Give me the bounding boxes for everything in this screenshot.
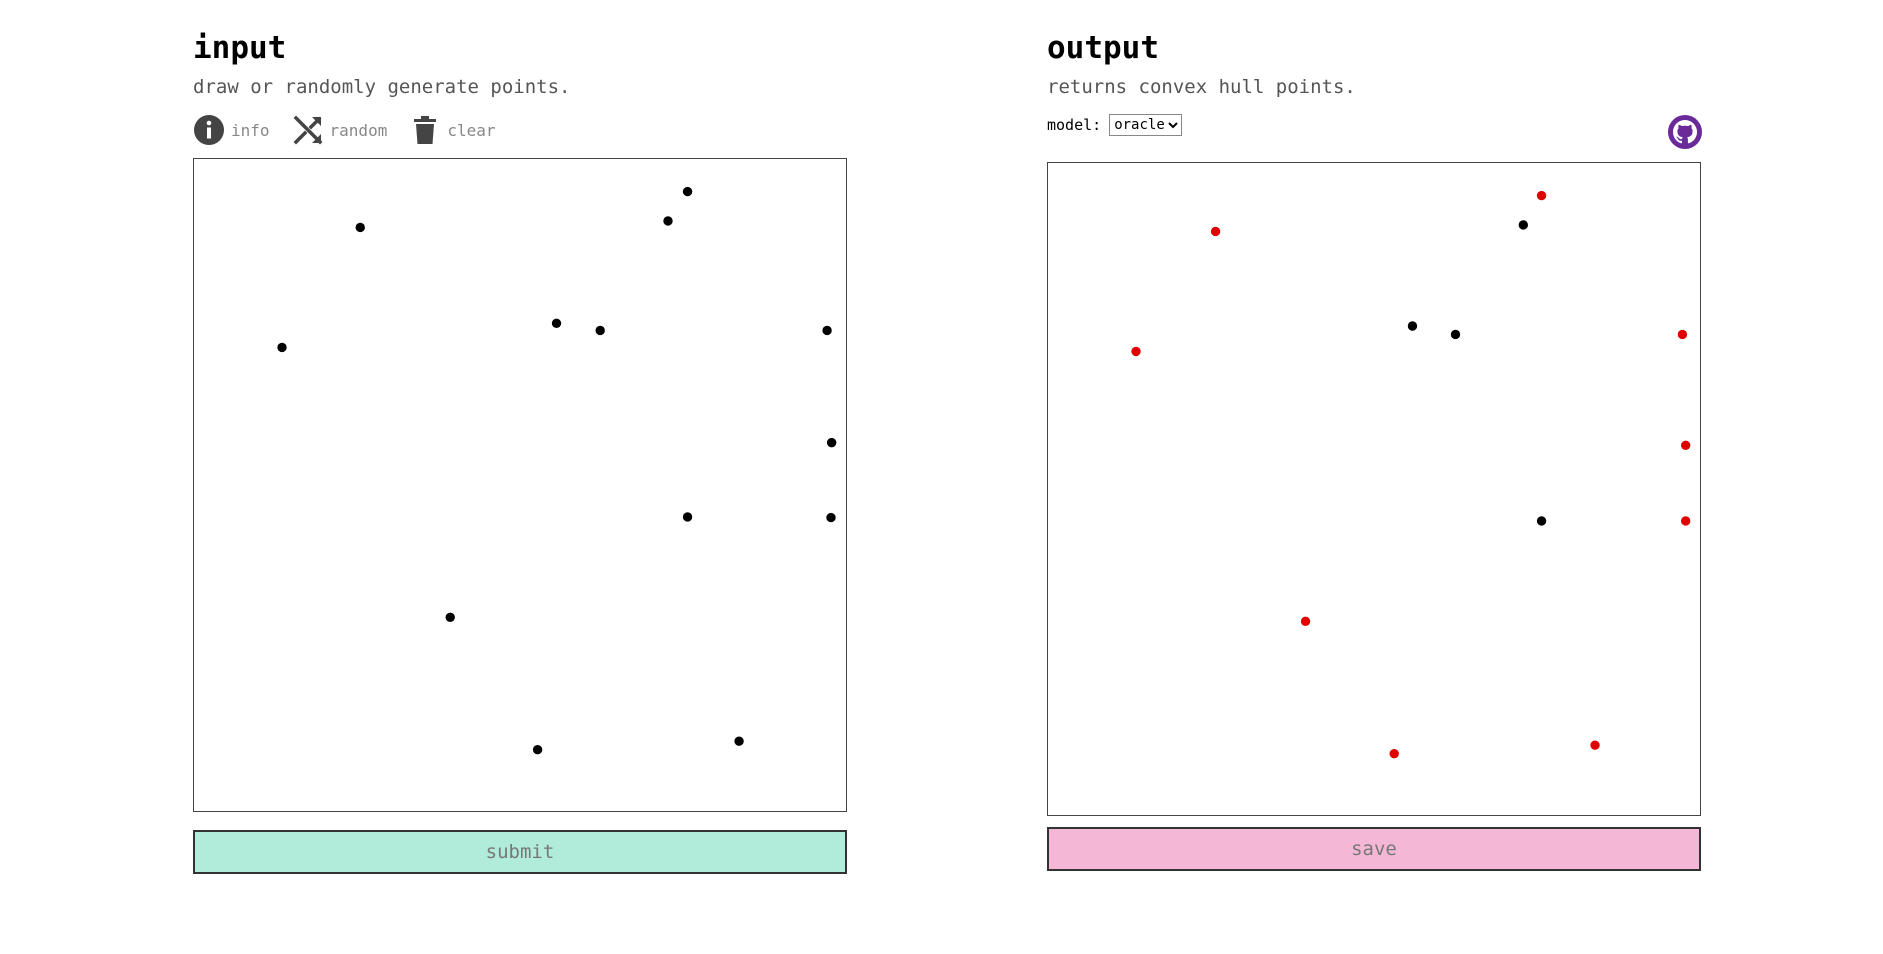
input-point	[355, 222, 365, 233]
input-point	[445, 612, 455, 623]
hull-point	[1677, 329, 1688, 340]
input-point	[826, 512, 836, 523]
input-point	[682, 186, 693, 197]
random-button[interactable]: random	[292, 114, 388, 146]
input-point	[826, 437, 837, 448]
model-select[interactable]: oracle	[1109, 114, 1183, 136]
interior-point	[1536, 516, 1547, 526]
input-title: input	[193, 30, 287, 66]
submit-button[interactable]: submit	[193, 830, 847, 874]
output-points-layer	[1131, 190, 1691, 759]
input-point	[532, 745, 543, 755]
input-point	[682, 512, 693, 522]
hull-point	[1680, 516, 1691, 526]
input-point	[822, 325, 832, 336]
clear-button[interactable]: clear	[409, 114, 496, 146]
model-row: model: oracle	[1047, 114, 1183, 136]
interior-point	[1450, 329, 1461, 340]
output-title: output	[1047, 30, 1159, 66]
input-point	[595, 325, 605, 336]
save-button[interactable]: save	[1047, 827, 1701, 871]
input-point	[734, 736, 744, 746]
input-subtitle: draw or randomly generate points.	[193, 76, 571, 98]
input-canvas[interactable]	[193, 158, 847, 812]
shuffle-icon	[293, 115, 323, 145]
input-point	[663, 216, 673, 226]
output-subtitle: returns convex hull points.	[1047, 76, 1356, 98]
info-label: info	[231, 120, 270, 140]
interior-point	[1518, 220, 1529, 230]
output-canvas[interactable]	[1047, 162, 1701, 816]
github-icon[interactable]	[1667, 114, 1703, 150]
info-button[interactable]: info	[193, 114, 270, 146]
hull-point	[1536, 190, 1547, 201]
input-points-layer	[277, 186, 837, 755]
trash-icon	[414, 116, 437, 144]
hull-point	[1389, 749, 1399, 759]
interior-point	[1407, 321, 1418, 331]
input-point	[277, 342, 287, 353]
hull-point	[1210, 226, 1221, 237]
hull-point	[1590, 740, 1600, 750]
model-label: model:	[1047, 116, 1102, 134]
hull-point	[1131, 346, 1141, 357]
clear-label: clear	[447, 120, 496, 140]
input-point	[551, 318, 562, 328]
hull-point	[1680, 440, 1691, 451]
input-toolbar: info random clear	[193, 114, 518, 146]
random-label: random	[329, 120, 388, 140]
hull-point	[1300, 616, 1311, 627]
info-icon	[194, 115, 224, 145]
